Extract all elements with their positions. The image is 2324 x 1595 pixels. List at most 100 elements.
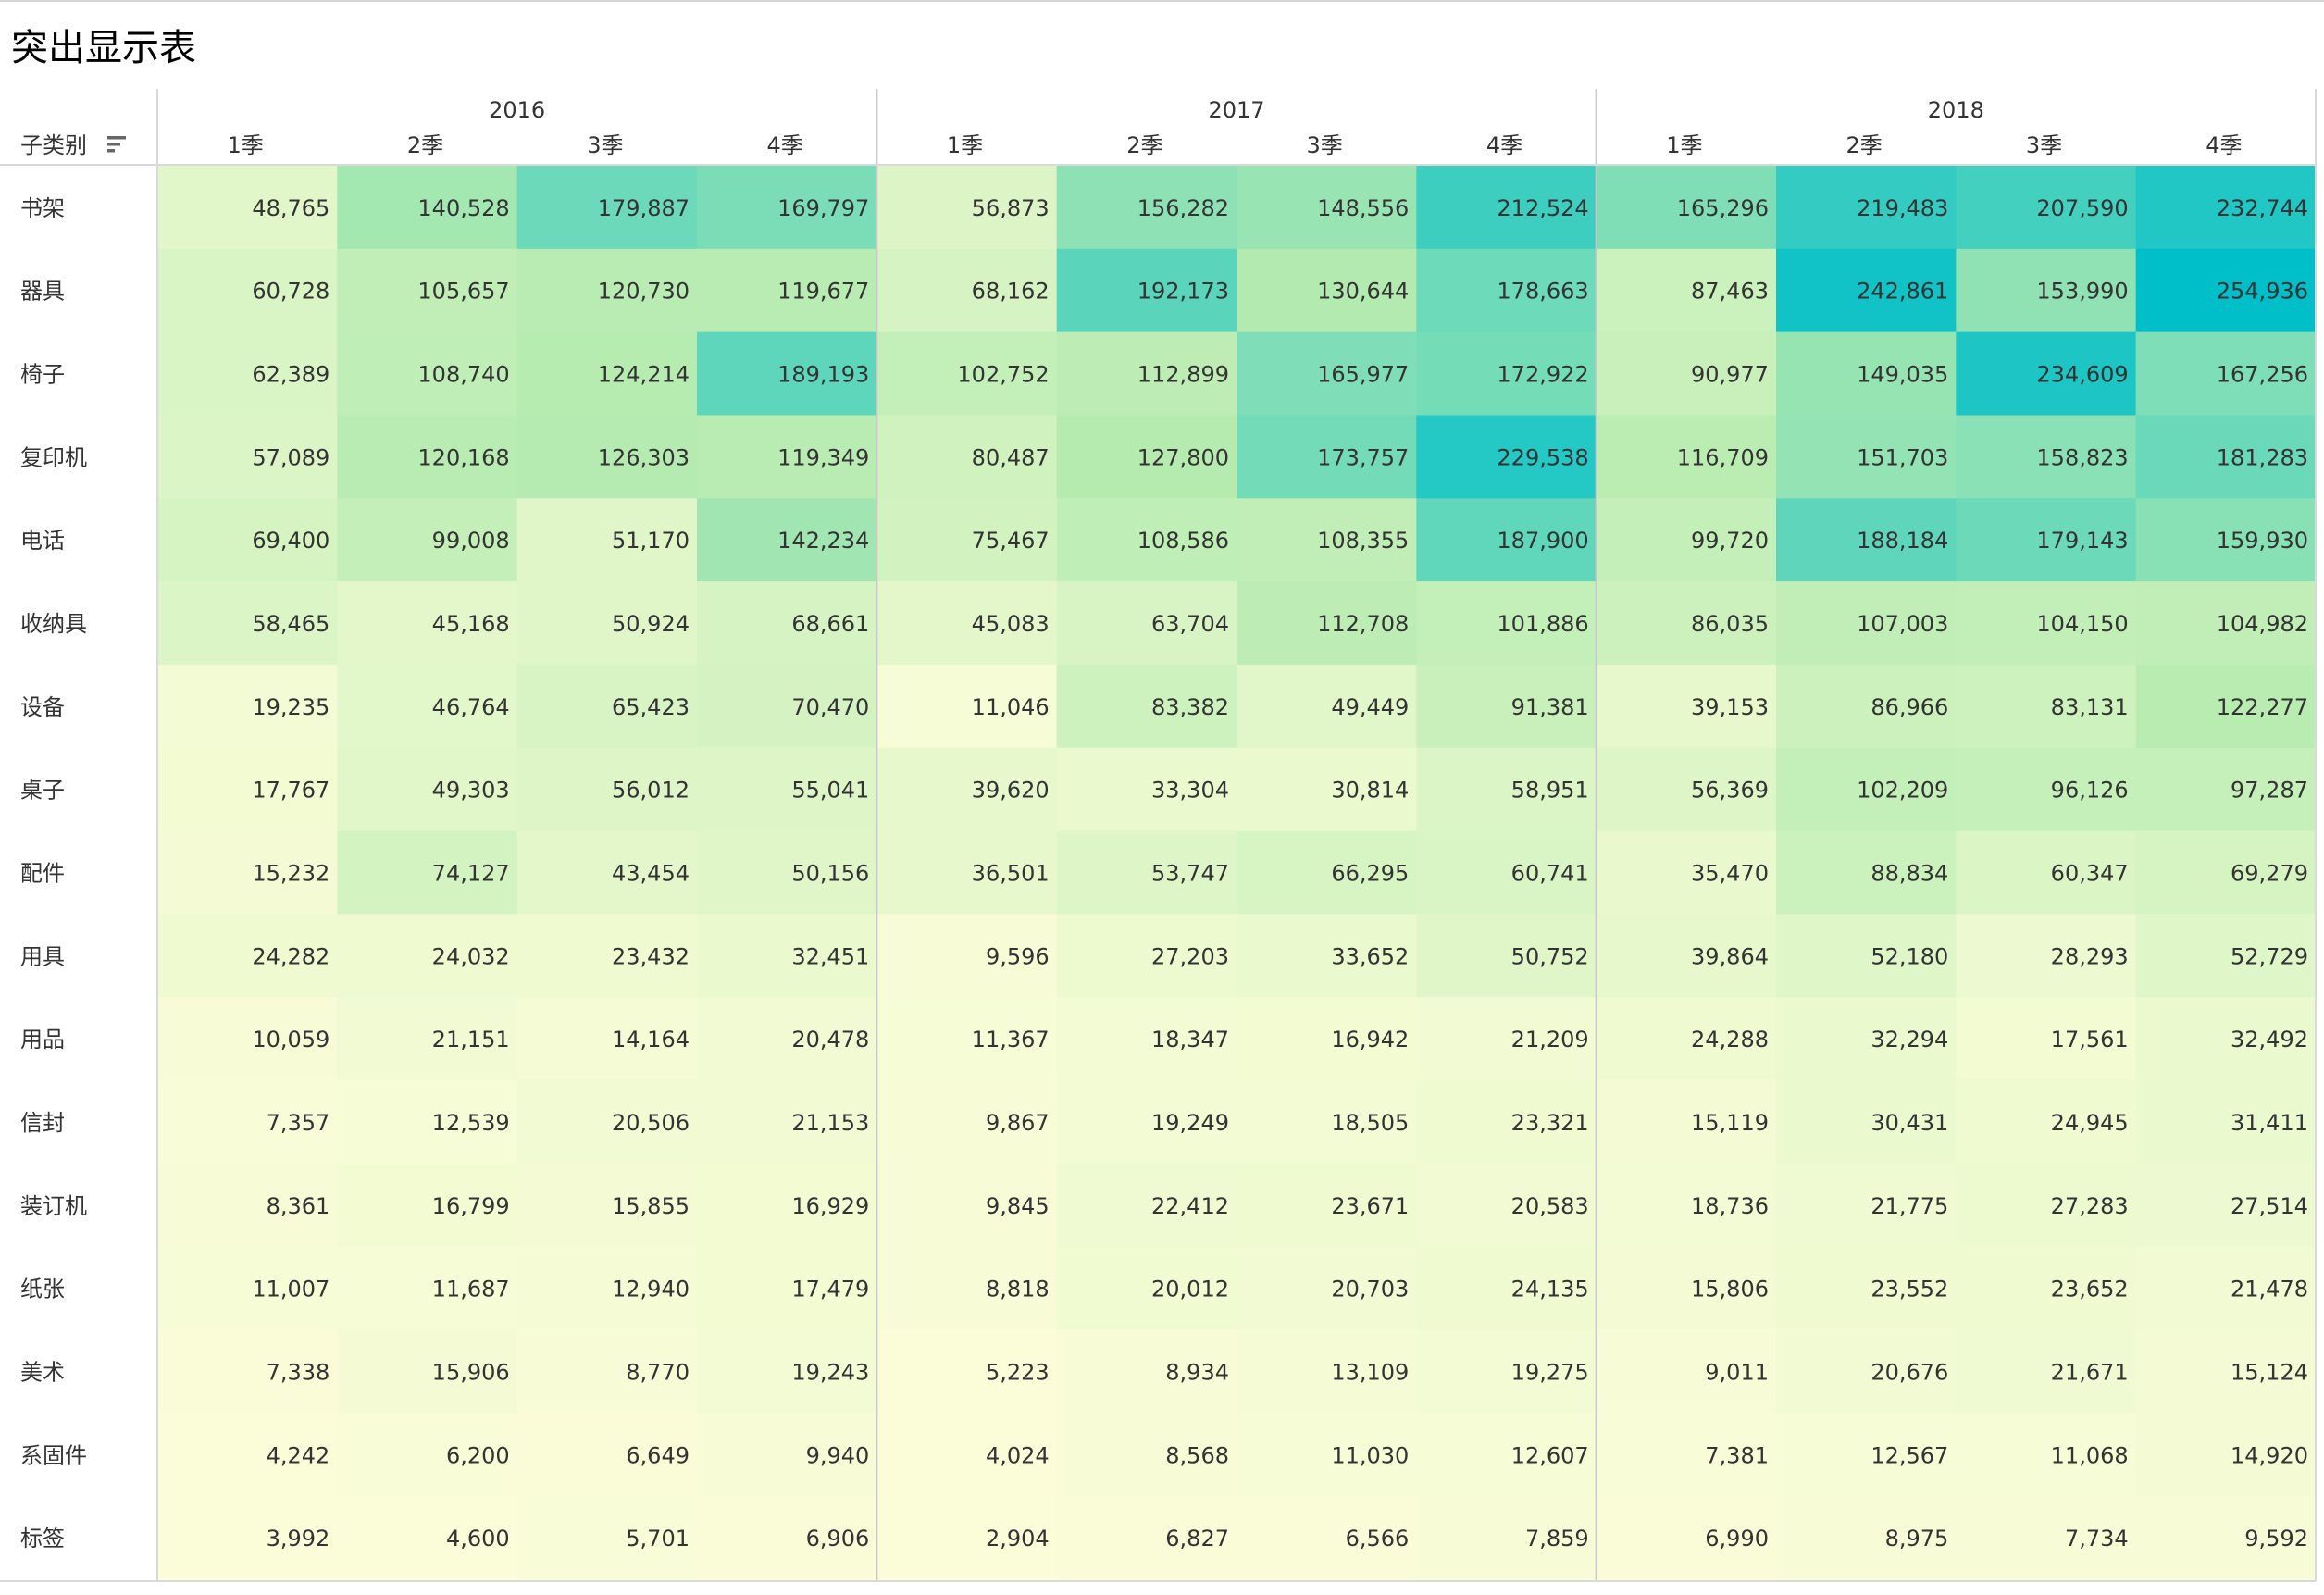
cell-value-label: 56,873 — [972, 195, 1050, 221]
heatmap-cell — [337, 248, 518, 333]
heatmap-cell — [1956, 830, 2137, 916]
heatmap-cell — [1416, 415, 1597, 499]
heatmap-cell — [337, 1329, 518, 1414]
row-label: 设备 — [20, 694, 65, 720]
quarter-header: 3季 — [587, 132, 623, 158]
cell-value-label: 107,003 — [1857, 611, 1948, 637]
cell-value-label: 21,775 — [1870, 1193, 1948, 1219]
heatmap-cell — [876, 248, 1058, 333]
heatmap-cell — [876, 830, 1058, 916]
cell-value-label: 70,470 — [791, 694, 869, 720]
cell-value-label: 15,232 — [252, 861, 329, 887]
heatmap-cell — [1416, 1163, 1597, 1248]
cell-value-label: 83,131 — [2051, 694, 2129, 720]
heatmap-cell — [337, 914, 518, 998]
cell-value-label: 65,423 — [612, 694, 690, 720]
cell-value-label: 90,977 — [1691, 362, 1769, 388]
cell-value-label: 35,470 — [1691, 861, 1769, 887]
heatmap-cell — [1956, 1329, 2137, 1414]
heatmap-cell — [1056, 331, 1237, 417]
heatmap-cell — [1416, 747, 1597, 832]
cell-value-label: 179,887 — [598, 195, 690, 221]
cell-value-label: 91,381 — [1511, 694, 1589, 720]
heatmap-cell — [1237, 664, 1417, 749]
cell-value-label: 18,347 — [1151, 1027, 1229, 1053]
cell-value-label: 140,528 — [417, 195, 509, 221]
cell-value-label: 50,752 — [1511, 943, 1589, 969]
heatmap-cell — [516, 166, 698, 250]
heatmap-cell — [876, 664, 1058, 749]
cell-value-label: 234,609 — [2036, 362, 2128, 388]
cell-value-label: 56,369 — [1691, 778, 1769, 804]
heatmap-cell — [876, 1329, 1058, 1414]
heatmap-cell — [337, 1080, 518, 1165]
cell-value-label: 120,168 — [417, 444, 509, 470]
cell-value-label: 7,381 — [1705, 1442, 1769, 1468]
cell-value-label: 5,701 — [626, 1526, 690, 1551]
heatmap-cell — [1056, 1413, 1237, 1497]
cell-value-label: 148,556 — [1317, 195, 1409, 221]
row-label: 系固件 — [20, 1442, 87, 1468]
cell-value-label: 12,940 — [612, 1277, 690, 1302]
cell-value-label: 126,303 — [598, 444, 690, 470]
heatmap-cell — [1776, 830, 1957, 916]
cell-value-label: 165,977 — [1317, 362, 1409, 388]
heatmap-cell — [1776, 1080, 1957, 1165]
heatmap-cell — [1237, 415, 1417, 499]
cell-value-label: 9,845 — [986, 1193, 1050, 1219]
heatmap-cell — [337, 830, 518, 916]
cells-layer — [157, 166, 2317, 1580]
heatmap-cell — [1956, 331, 2137, 417]
cell-value-label: 7,734 — [2065, 1526, 2129, 1551]
heatmap-cell — [876, 166, 1058, 250]
cell-value-label: 21,151 — [432, 1027, 510, 1053]
heatmap-cell — [1056, 1329, 1237, 1414]
cell-value-label: 21,209 — [1511, 1027, 1589, 1053]
heatmap-cell — [697, 830, 877, 916]
heatmap-cell — [516, 331, 698, 417]
heatmap-cell — [1596, 498, 1777, 582]
row-dimension-header[interactable]: 子类别 — [20, 132, 87, 158]
heatmap-cell — [157, 1080, 338, 1165]
heatmap-cell — [157, 248, 338, 333]
heatmap-cell — [2135, 498, 2317, 582]
cell-value-label: 181,283 — [2217, 444, 2308, 470]
heatmap-cell — [157, 498, 338, 582]
quarter-header: 4季 — [1486, 132, 1522, 158]
heatmap-cell — [1776, 914, 1957, 998]
cell-value-label: 97,287 — [2231, 778, 2308, 804]
sort-icon-bar — [107, 136, 126, 140]
quarter-header: 3季 — [1307, 132, 1343, 158]
heatmap-cell — [337, 1246, 518, 1331]
cell-value-label: 57,089 — [252, 444, 329, 470]
cell-value-label: 15,906 — [432, 1359, 510, 1385]
heatmap-cell — [516, 830, 698, 916]
heatmap-cell — [516, 1246, 698, 1331]
cell-value-label: 33,652 — [1331, 943, 1409, 969]
cell-value-label: 74,127 — [432, 861, 510, 887]
cell-value-label: 15,855 — [612, 1193, 690, 1219]
grid-layer — [0, 89, 2317, 1582]
heatmap-cell — [1956, 1080, 2137, 1165]
cell-value-label: 119,349 — [777, 444, 869, 470]
cell-value-label: 20,583 — [1511, 1193, 1589, 1219]
row-label: 收纳具 — [20, 611, 87, 637]
cell-value-label: 27,203 — [1151, 943, 1229, 969]
cell-value-label: 69,279 — [2231, 861, 2308, 887]
heatmap-cell — [1956, 914, 2137, 998]
heatmap-cell — [337, 166, 518, 250]
row-label: 配件 — [20, 861, 65, 887]
cell-value-label: 151,703 — [1857, 444, 1948, 470]
cell-value-label: 21,671 — [2051, 1359, 2129, 1385]
cell-value-label: 8,975 — [1885, 1526, 1949, 1551]
heatmap-cell — [157, 664, 338, 749]
cell-value-label: 11,068 — [2051, 1442, 2129, 1468]
row-label: 美术 — [20, 1359, 65, 1385]
heatmap-cell — [516, 415, 698, 499]
sort-descending-icon[interactable] — [107, 136, 126, 153]
heatmap-cell — [876, 747, 1058, 832]
heatmap-cell — [1776, 331, 1957, 417]
heatmap-cell — [876, 581, 1058, 666]
heatmap-cell — [876, 1246, 1058, 1331]
cell-value-label: 120,730 — [598, 279, 690, 305]
